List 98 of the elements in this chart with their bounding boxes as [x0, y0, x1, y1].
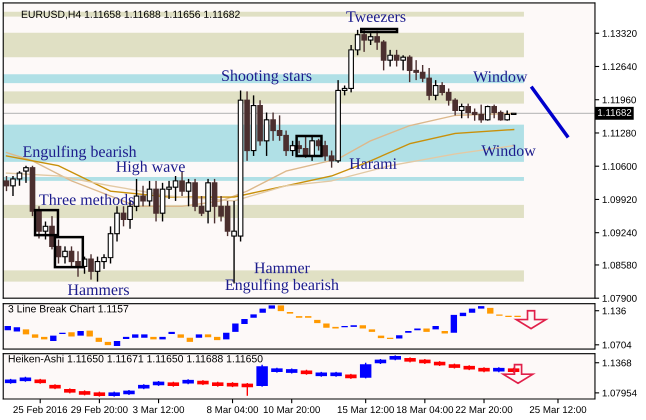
bar: [450, 314, 458, 333]
annotation: Window: [473, 70, 528, 82]
y-tick-label: 1.10600: [602, 162, 637, 170]
candlestick: [484, 104, 491, 122]
y-tick-label: 1.1368: [602, 359, 632, 366]
candlestick: [361, 29, 367, 53]
candlestick: [256, 364, 268, 388]
bar: [41, 336, 48, 340]
bar: [468, 308, 476, 313]
y-tick-label: 1.0704: [602, 342, 632, 348]
candlestick: [36, 206, 42, 240]
bar: [141, 334, 148, 338]
bar: [268, 305, 275, 309]
bar: [104, 342, 112, 346]
candlestick: [153, 180, 159, 222]
bar: [432, 326, 439, 330]
candlestick: [360, 362, 372, 380]
candlestick: [62, 246, 68, 264]
bar: [478, 306, 484, 309]
annotation: High wave: [116, 160, 185, 176]
bar: [68, 332, 75, 336]
candlestick: [186, 178, 192, 207]
bar: [14, 327, 20, 332]
candlestick: [264, 112, 270, 157]
y-tick-label: 1.11960: [602, 96, 636, 104]
bar: [4, 326, 11, 330]
bar: [396, 335, 402, 339]
bar: [77, 331, 84, 336]
bar: [86, 330, 93, 336]
candlestick: [432, 79, 438, 101]
candlestick: [4, 175, 10, 192]
chart-title: Heiken-Ashi 1.11650 1.11671 1.11650 1.11688 1.11650: [8, 354, 263, 362]
candlestick: [400, 54, 406, 72]
bar: [278, 305, 284, 312]
candlestick: [120, 206, 126, 228]
bar: [114, 341, 120, 346]
x-tick-label: 15 Mar 12:00: [338, 406, 394, 414]
candlestick: [23, 165, 29, 184]
annotation: Engulfing bearish: [23, 146, 136, 160]
annotation: Hammers: [68, 284, 129, 296]
x-tick-label: 25 Feb 2016: [13, 406, 68, 414]
y-tick-label: 1.12640: [602, 63, 637, 70]
text: EURUSD,H4 1.11658 1.11688 1.11656 1.11682: [22, 10, 240, 20]
annotation: Hammer: [254, 262, 310, 274]
y-tick-label: 1.07954: [602, 390, 637, 396]
bar: [378, 336, 384, 338]
x-tick-label: 22 Mar 20:00: [456, 406, 512, 414]
y-tick-label: 1.13320: [602, 30, 637, 37]
candlestick: [179, 170, 185, 197]
bar: [241, 318, 248, 324]
x-tick-label: 18 Mar 04:00: [396, 406, 454, 414]
bar: [442, 331, 448, 334]
y-tick-label: 1.11280: [602, 130, 636, 137]
y-tick-label: 1.08580: [602, 262, 637, 269]
bar: [487, 308, 494, 314]
annotation: Tweezers: [346, 11, 406, 22]
bar: [360, 325, 366, 329]
candlestick: [140, 185, 146, 207]
bar: [150, 336, 157, 340]
bar: [96, 338, 102, 342]
annotation: Window: [481, 144, 536, 156]
bar: [50, 336, 56, 342]
bar: [314, 320, 320, 324]
bar: [159, 336, 166, 340]
bar: [22, 329, 30, 334]
bar: [32, 334, 38, 338]
candlestick: [242, 382, 254, 396]
annotation: Engulfing bearish: [225, 278, 339, 294]
bar: [214, 336, 220, 340]
candlestick: [88, 254, 94, 280]
candlestick: [146, 180, 152, 207]
candlestick: [56, 238, 62, 264]
bar: [423, 328, 430, 332]
candlestick: [394, 49, 400, 68]
candlestick: [458, 102, 464, 119]
ref-line-label: 1.11682: [598, 109, 632, 116]
bar: [323, 324, 330, 328]
x-tick-label: 25 Mar 12:00: [530, 406, 586, 414]
x-tick-label: 29 Feb 20:00: [71, 406, 128, 414]
y-tick-label: 1.09920: [602, 196, 637, 204]
bar: [132, 334, 138, 338]
y-tick-label: 1.136: [602, 307, 626, 314]
bar: [232, 324, 239, 332]
chart-title: 3 Line Break Chart 1.1157: [8, 304, 128, 312]
bar: [259, 308, 266, 313]
bar: [250, 314, 257, 318]
bar: [178, 334, 184, 338]
x-tick-label: 10 Mar 20:00: [264, 406, 320, 414]
annotation: Shooting stars: [222, 70, 312, 84]
x-tick-label: 8 Mar 04:00: [207, 406, 258, 414]
x-tick-label: 3 Mar 12:00: [132, 406, 184, 414]
bar: [368, 329, 376, 332]
y-tick-label: 1.07900: [602, 294, 637, 302]
bar: [223, 332, 230, 340]
bar: [186, 338, 194, 342]
bar: [204, 334, 212, 338]
candlestick: [387, 49, 393, 68]
y-tick-label: 1.09240: [602, 229, 637, 236]
